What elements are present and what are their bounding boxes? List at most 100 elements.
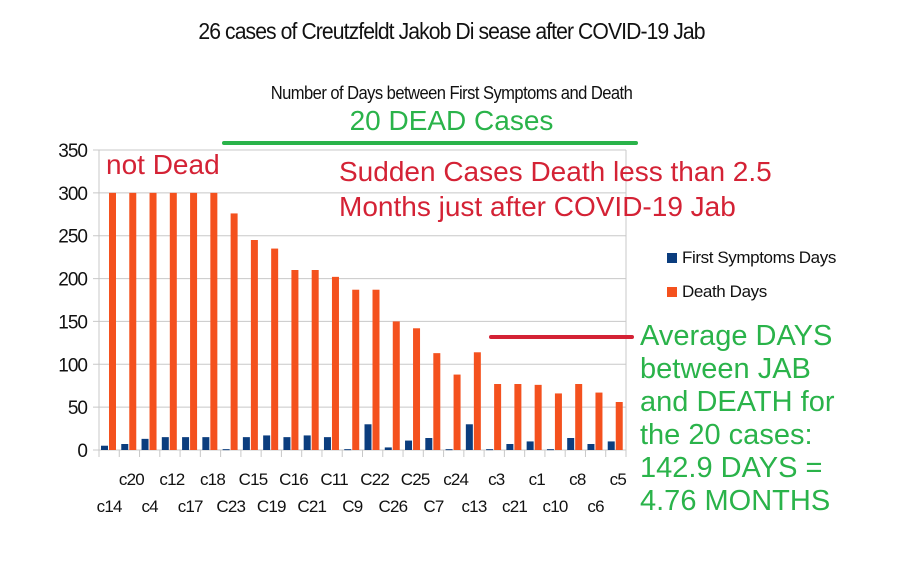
- x-tick-label: c13: [461, 497, 486, 516]
- bar-death-days-c21: [514, 384, 522, 450]
- bar-first-symptoms-C11: [323, 437, 331, 450]
- bar-death-days-c1: [534, 384, 542, 450]
- bar-first-symptoms-C22: [364, 424, 372, 450]
- x-tick-label: c17: [178, 497, 203, 516]
- legend-swatch-death-days: [667, 287, 677, 297]
- legend: First Symptoms Days Death Days: [667, 246, 836, 304]
- dead-cases-annotation: 20 DEAD Cases: [349, 105, 554, 136]
- sudden-cases-annotation: Sudden Cases Death less than 2.5 Months …: [339, 154, 772, 224]
- x-tick-label: c20: [119, 470, 144, 489]
- bar-first-symptoms-C25: [405, 440, 413, 450]
- average-line-1: Average DAYS: [640, 320, 833, 352]
- sudden-cases-line-2: Months just after COVID-19 Jab: [339, 191, 736, 222]
- sudden-cases-line-1: Sudden Cases Death less than 2.5: [339, 156, 772, 187]
- bar-death-days-c6: [595, 392, 603, 450]
- legend-item-first-symptoms: First Symptoms Days: [667, 246, 836, 270]
- x-tick-label: c12: [159, 470, 184, 489]
- legend-label-death-days: Death Days: [682, 282, 767, 301]
- y-tick-label: 300: [58, 184, 87, 205]
- y-tick-label: 150: [58, 312, 87, 333]
- bar-death-days-c4: [149, 192, 157, 450]
- y-tick-label: 0: [77, 441, 87, 462]
- x-tick-label: c5: [610, 470, 627, 489]
- gridlines: [93, 149, 627, 457]
- bar-death-days-c24: [453, 374, 461, 450]
- bar-first-symptoms-c13: [465, 424, 473, 450]
- bar-first-symptoms-c5: [607, 441, 615, 450]
- x-tick-label: c21: [502, 497, 527, 516]
- average-days-annotation: Average DAYS between JAB and DEATH for t…: [640, 320, 834, 518]
- bar-first-symptoms-C15: [242, 437, 250, 450]
- bar-death-days-c17: [190, 192, 198, 450]
- y-tick-label: 50: [68, 398, 88, 419]
- bar-death-days-C21: [311, 270, 319, 450]
- bar-death-days-c14: [109, 192, 116, 450]
- bar-death-days-C15: [250, 240, 258, 450]
- y-tick-label: 250: [58, 227, 87, 248]
- x-tick-label: c6: [587, 497, 604, 516]
- x-tick-label: c18: [200, 470, 225, 489]
- y-axis-ticks: 0 50 100 150 200 250 300 350: [58, 141, 88, 462]
- chart-subtitle: Number of Days between First Symptoms an…: [270, 83, 633, 103]
- bar-death-days-c10: [554, 393, 562, 450]
- x-tick-label: C7: [423, 497, 443, 516]
- bar-death-days-c12: [169, 192, 177, 450]
- bar-first-symptoms-c18: [202, 437, 210, 450]
- bar-first-symptoms-c12: [161, 437, 169, 450]
- bar-first-symptoms-C21: [303, 435, 311, 450]
- bar-first-symptoms-c17: [182, 437, 190, 450]
- bar-first-symptoms-c10: [546, 449, 554, 451]
- x-tick-label: C23: [216, 497, 245, 516]
- x-tick-label: c3: [488, 470, 505, 489]
- average-line-6: 4.76 MONTHS: [640, 485, 831, 517]
- bar-first-symptoms-c8: [567, 438, 575, 450]
- bar-first-symptoms-c4: [141, 438, 149, 450]
- average-line-2: between JAB: [640, 353, 811, 385]
- bar-death-days-C7: [433, 353, 441, 450]
- x-tick-label: c4: [141, 497, 158, 516]
- x-tick-label: C16: [279, 470, 308, 489]
- bar-first-symptoms-C7: [425, 438, 433, 450]
- y-tick-label: 100: [58, 355, 87, 376]
- x-tick-label: C9: [342, 497, 362, 516]
- x-tick-label: C26: [379, 497, 408, 516]
- x-tick-label: c24: [443, 470, 468, 489]
- x-tick-label: C15: [239, 470, 268, 489]
- legend-item-death-days: Death Days: [667, 280, 836, 304]
- bar-death-days-c20: [129, 192, 137, 450]
- bar-death-days-C23: [230, 213, 238, 450]
- y-tick-label: 350: [58, 141, 87, 162]
- bar-death-days-C25: [413, 328, 421, 450]
- x-tick-label: C25: [401, 470, 430, 489]
- average-line-3: and DEATH for: [640, 386, 835, 418]
- bar-first-symptoms-C23: [222, 449, 230, 451]
- x-tick-label: C21: [297, 497, 326, 516]
- bar-death-days-C11: [331, 276, 339, 450]
- legend-swatch-first-symptoms: [667, 253, 677, 263]
- x-tick-label: c8: [569, 470, 586, 489]
- bar-first-symptoms-c3: [486, 449, 494, 451]
- bar-first-symptoms-C19: [263, 435, 271, 450]
- x-tick-label: C11: [320, 470, 348, 489]
- bar-first-symptoms-c1: [526, 441, 534, 450]
- bar-first-symptoms-c20: [121, 444, 129, 450]
- bar-death-days-C22: [372, 289, 380, 450]
- chart-title: 26 cases of Creutzfeldt Jakob Di sease a…: [198, 18, 705, 44]
- legend-label-first-symptoms: First Symptoms Days: [682, 248, 836, 267]
- not-dead-annotation: not Dead: [106, 149, 220, 180]
- y-tick-label: 200: [58, 270, 87, 291]
- bars: [101, 192, 623, 451]
- bar-first-symptoms-C26: [384, 447, 392, 450]
- x-tick-label: c10: [543, 497, 568, 516]
- bar-death-days-c8: [575, 384, 583, 450]
- bar-first-symptoms-c24: [445, 449, 453, 451]
- x-tick-label: c1: [529, 470, 546, 489]
- bar-first-symptoms-C9: [344, 449, 352, 451]
- bar-death-days-C9: [352, 289, 360, 450]
- average-line-5: 142.9 DAYS =: [640, 452, 823, 484]
- bar-first-symptoms-c14: [101, 445, 108, 450]
- bar-first-symptoms-c6: [587, 444, 595, 450]
- bar-first-symptoms-C16: [283, 437, 291, 450]
